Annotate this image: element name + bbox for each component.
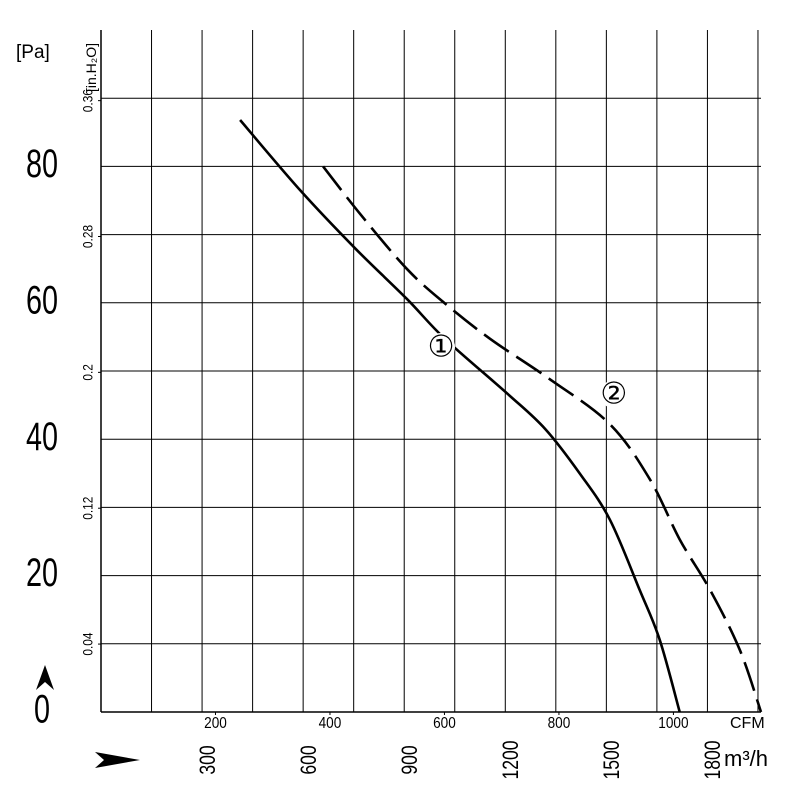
x-tick-label: 800 xyxy=(548,715,571,732)
y2-tick-label: 0.28 xyxy=(80,225,96,248)
y-tick-label: 80 xyxy=(26,141,58,186)
x2-tick-label: 900 xyxy=(398,745,422,774)
x2-tick-label: 1800 xyxy=(701,740,725,779)
line-series xyxy=(322,165,763,713)
y-axis-title: [Pa] xyxy=(16,42,50,63)
right-arrow xyxy=(95,752,140,768)
x-tick-label: 600 xyxy=(433,715,456,732)
x2-tick-label: 1500 xyxy=(600,740,624,779)
x2-tick-label: 600 xyxy=(297,745,321,774)
y2-axis-title: [in.H₂O] xyxy=(83,43,99,92)
x-axis-title: CFM xyxy=(730,715,765,732)
y2-tick-label: 0.12 xyxy=(80,497,96,520)
y2-tick-label: 0.04 xyxy=(80,632,96,655)
y-tick-label: 60 xyxy=(26,278,58,323)
x2-tick-label: 300 xyxy=(196,745,220,774)
y2-tick-label: 0.36 xyxy=(80,89,96,112)
series-label: ① xyxy=(428,330,455,363)
line-series xyxy=(239,119,681,713)
y2-tick-label: 0.2 xyxy=(80,364,96,381)
y-tick-label: 20 xyxy=(26,551,58,596)
x2-tick-label: 1200 xyxy=(499,740,523,779)
y-tick-label: 40 xyxy=(26,414,58,459)
y-tick-label: 0 xyxy=(34,687,50,732)
series-label: ② xyxy=(600,378,627,411)
series-label-bg xyxy=(427,332,456,361)
x2-axis-title: m³/h xyxy=(724,746,768,771)
up-arrow xyxy=(36,665,54,690)
x-tick-label: 200 xyxy=(204,715,227,732)
series-label-bg xyxy=(599,380,628,409)
x-tick-label: 400 xyxy=(319,715,342,732)
x-tick-label: 1000 xyxy=(658,715,688,732)
